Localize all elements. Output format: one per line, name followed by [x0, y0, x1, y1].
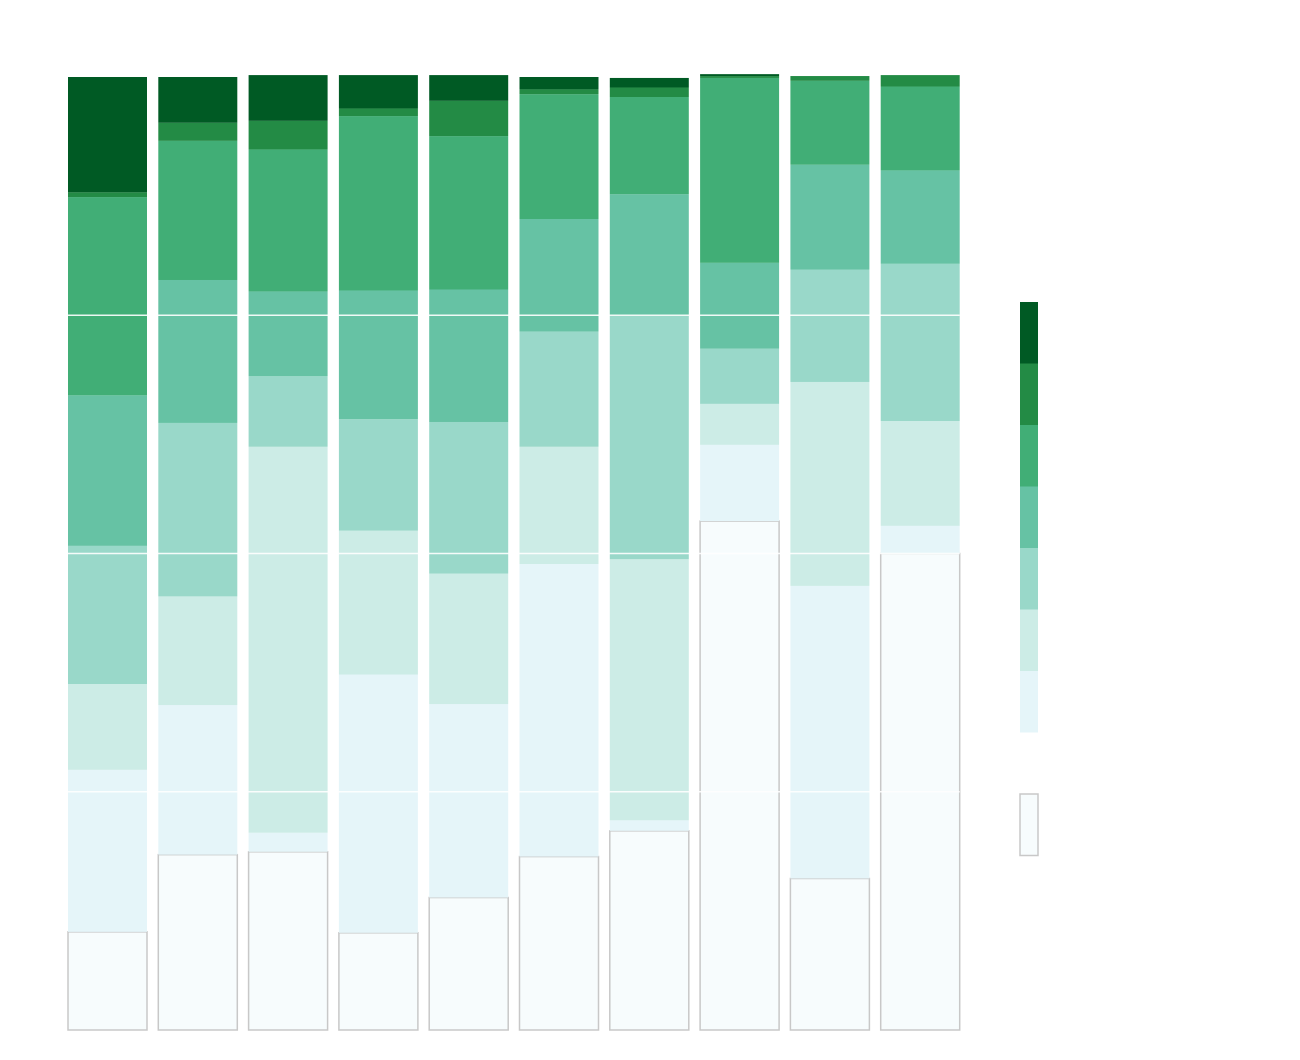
legend-swatch-7: [1020, 671, 1038, 733]
bar-segment-1-3: [68, 684, 147, 770]
bar-segment-4-2: [338, 674, 418, 933]
bar-segment-8-8: [700, 74, 780, 77]
bar-segment-8-7: [700, 76, 780, 78]
gridlines: [68, 314, 960, 793]
legend-swatch-8: [1019, 793, 1039, 857]
bar-segment-6-7: [519, 89, 599, 95]
bar-segment-2-2: [158, 705, 238, 855]
bar-segment-4-6: [338, 116, 418, 291]
bar-segment-4-8: [338, 75, 418, 109]
bar-segment-7-4: [609, 316, 689, 560]
bar-segment-7-6: [609, 97, 689, 195]
bar-segment-1-8: [68, 77, 147, 193]
legend-swatch-3: [1020, 425, 1038, 487]
bar-segment-3-4: [248, 376, 328, 447]
bar-segment-7-1: [609, 830, 690, 1031]
legend-swatch-4: [1020, 486, 1038, 548]
bar-segment-9-6: [790, 80, 870, 165]
bar-segment-7-5: [609, 194, 689, 317]
bar-segment-8-4: [700, 348, 780, 404]
bar-segment-2-6: [158, 140, 238, 280]
bar-segment-7-3: [609, 559, 689, 821]
bar-segment-9-5: [790, 164, 870, 270]
bar-segment-10-7: [880, 75, 960, 87]
bar-segment-8-2: [700, 444, 780, 522]
bar-segment-1-6: [68, 197, 147, 396]
bar-segment-4-3: [338, 530, 418, 675]
bar-segment-9-4: [790, 269, 870, 382]
bar-segment-10-3: [880, 421, 960, 526]
bar-segment-3-3: [248, 446, 328, 833]
bar-segment-5-7: [429, 100, 509, 137]
bar-segment-5-2: [429, 704, 509, 898]
bar-segment-9-2: [790, 585, 870, 879]
bar-segment-4-7: [338, 108, 418, 117]
bar-segment-8-6: [700, 77, 780, 263]
bar-segment-8-5: [700, 262, 780, 349]
legend-swatch-6: [1020, 609, 1038, 671]
bar-segment-5-3: [429, 573, 509, 705]
bar-segment-6-1: [518, 855, 600, 1031]
bar-segment-1-2: [68, 769, 147, 932]
bar-segment-10-4: [880, 263, 960, 422]
bar-segment-5-1: [428, 896, 509, 1031]
bar-segment-6-4: [519, 331, 599, 447]
bar-segment-10-6: [880, 86, 960, 171]
legend-swatch-1: [1020, 302, 1038, 364]
bar-segment-4-4: [338, 419, 418, 531]
bar-segment-6-2: [519, 563, 599, 857]
bar-segment-6-5: [519, 218, 599, 332]
bar-segment-5-8: [429, 75, 509, 101]
bar-segment-1-4: [68, 545, 147, 685]
bar-segment-5-4: [429, 421, 509, 574]
legend: [1019, 302, 1039, 857]
bar-segment-3-2: [248, 832, 328, 852]
bar-segment-1-5: [68, 395, 147, 546]
bar-segment-7-7: [609, 87, 689, 98]
bar-segment-9-1: [789, 877, 871, 1031]
bar-segment-2-5: [158, 279, 238, 423]
bar-segment-5-5: [429, 289, 509, 422]
bar-segment-10-5: [880, 170, 960, 264]
legend-swatch-2: [1020, 363, 1038, 425]
bar-segment-3-5: [248, 291, 328, 377]
bar-segment-9-3: [790, 381, 870, 586]
bar-segment-3-8: [248, 75, 328, 121]
bar-segment-4-1: [338, 932, 419, 1031]
bar-segment-3-6: [248, 149, 328, 292]
bars-group: [67, 74, 961, 1031]
bar-segment-8-3: [700, 403, 780, 445]
bar-segment-6-6: [519, 94, 599, 219]
bar-segment-4-5: [338, 290, 418, 420]
bar-segment-2-4: [158, 422, 238, 597]
bar-segment-3-1: [247, 851, 329, 1031]
bar-segment-7-8: [609, 77, 689, 88]
bar-segment-3-7: [248, 120, 328, 150]
bar-segment-6-8: [519, 77, 599, 90]
bar-segment-10-2: [880, 525, 960, 554]
legend-swatch-5: [1020, 548, 1038, 610]
bar-segment-2-8: [158, 77, 238, 123]
bar-segment-7-2: [609, 820, 689, 831]
bar-segment-1-7: [68, 192, 147, 198]
bar-segment-2-1: [157, 853, 239, 1031]
bar-segment-5-6: [429, 136, 509, 290]
bar-segment-2-3: [158, 596, 238, 706]
bar-segment-9-7: [790, 76, 870, 81]
bar-segment-6-3: [519, 446, 599, 564]
bar-segment-2-7: [158, 122, 238, 141]
bar-segment-8-1: [699, 520, 780, 1031]
bar-segment-1-1: [67, 931, 148, 1031]
